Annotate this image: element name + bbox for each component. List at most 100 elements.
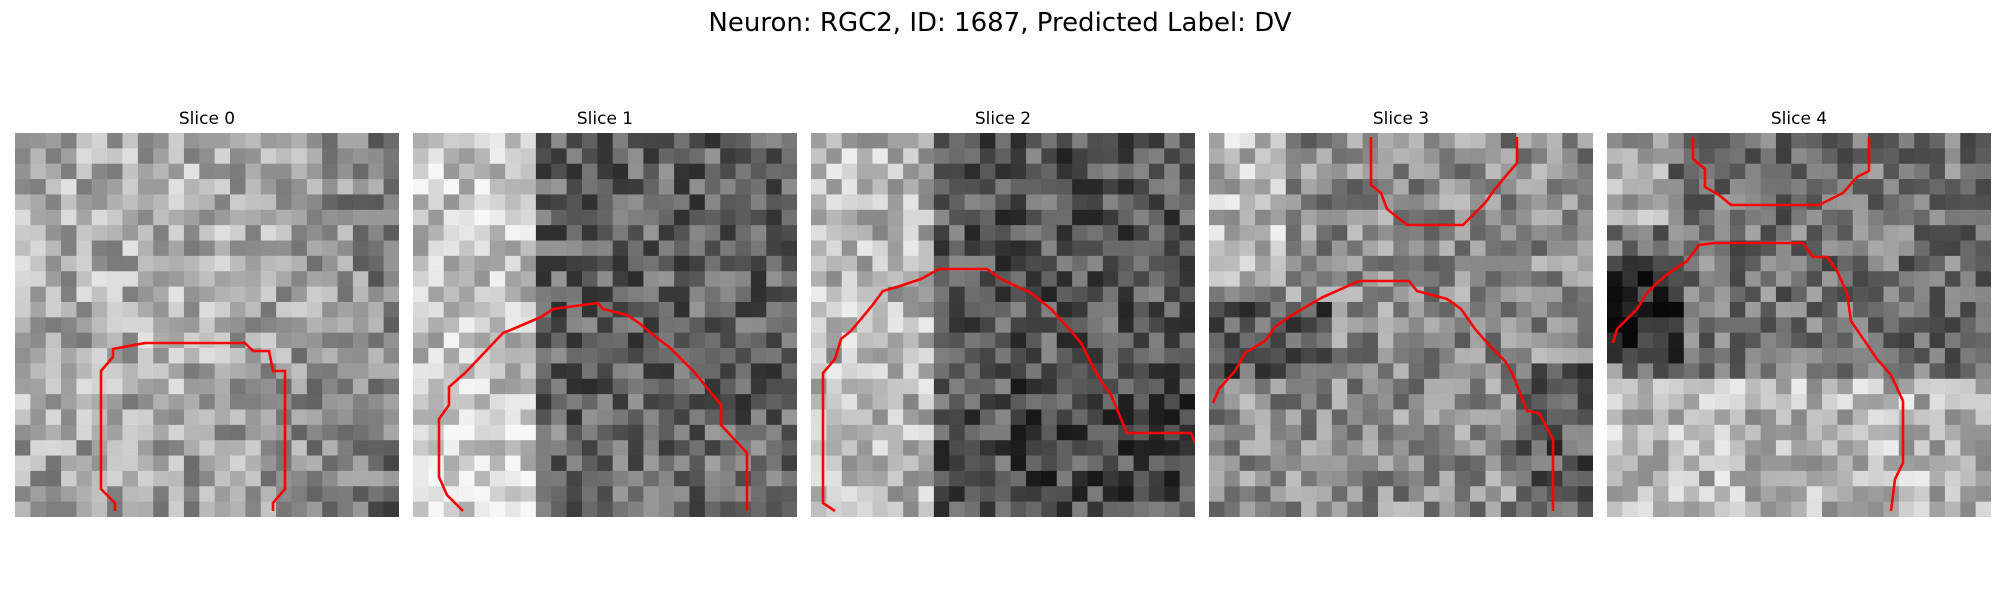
image-pixel — [1209, 348, 1225, 364]
image-pixel — [1439, 470, 1456, 487]
image-pixel — [137, 317, 154, 334]
image-pixel — [1516, 286, 1533, 303]
image-pixel — [107, 470, 124, 487]
image-pixel — [45, 301, 62, 318]
image-pixel — [413, 255, 429, 272]
image-pixel — [45, 286, 62, 303]
image-pixel — [581, 378, 598, 395]
image-pixel — [1209, 148, 1225, 165]
image-pixel — [1668, 255, 1685, 272]
image-pixel — [1255, 348, 1272, 364]
image-pixel — [383, 440, 399, 457]
image-pixel — [76, 348, 93, 364]
image-pixel — [15, 133, 31, 149]
image-pixel — [857, 424, 874, 441]
image-pixel — [857, 271, 874, 288]
image-pixel — [1944, 363, 1961, 380]
image-pixel — [1087, 240, 1104, 257]
image-pixel — [443, 470, 460, 487]
image-pixel — [1883, 363, 1900, 380]
image-pixel — [1745, 440, 1762, 457]
image-pixel — [551, 363, 568, 380]
image-pixel — [628, 163, 644, 180]
image-pixel — [1745, 470, 1762, 487]
image-pixel — [964, 133, 981, 149]
image-pixel — [474, 163, 491, 180]
image-pixel — [643, 225, 660, 242]
image-pixel — [489, 255, 506, 272]
image-pixel — [1868, 363, 1885, 380]
image-pixel — [933, 501, 950, 517]
image-pixel — [474, 470, 491, 487]
image-pixel — [750, 409, 767, 426]
image-pixel — [1393, 133, 1410, 149]
slice-panel-4: Slice 4 — [1607, 105, 1991, 517]
image-pixel — [949, 501, 966, 517]
image-pixel — [628, 394, 644, 411]
image-pixel — [306, 240, 323, 257]
image-pixel — [918, 194, 935, 211]
image-pixel — [183, 179, 200, 196]
image-pixel — [1056, 486, 1073, 503]
image-pixel — [1944, 394, 1961, 411]
image-pixel — [811, 440, 827, 457]
image-pixel — [1179, 394, 1195, 411]
image-pixel — [658, 424, 675, 441]
image-pixel — [1041, 209, 1058, 226]
image-pixel — [903, 363, 920, 380]
image-pixel — [841, 179, 858, 196]
image-pixel — [704, 424, 721, 441]
image-pixel — [1041, 225, 1058, 242]
image-pixel — [322, 486, 339, 503]
image-pixel — [1041, 240, 1058, 257]
image-pixel — [1485, 424, 1502, 441]
image-pixel — [1791, 194, 1808, 211]
image-pixel — [979, 501, 996, 517]
image-pixel — [1745, 209, 1762, 226]
image-pixel — [1255, 455, 1272, 472]
image-pixel — [76, 163, 93, 180]
image-pixel — [674, 209, 691, 226]
image-pixel — [443, 148, 460, 165]
image-pixel — [826, 255, 843, 272]
image-pixel — [107, 133, 124, 149]
image-pixel — [597, 394, 614, 411]
image-pixel — [612, 501, 629, 517]
image-pixel — [107, 440, 124, 457]
image-pixel — [995, 317, 1012, 334]
image-pixel — [1729, 133, 1746, 149]
image-pixel — [750, 424, 767, 441]
image-pixel — [811, 332, 827, 349]
image-pixel — [750, 286, 767, 303]
image-pixel — [918, 394, 935, 411]
image-pixel — [1148, 486, 1165, 503]
image-pixel — [1408, 163, 1425, 180]
image-pixel — [1270, 240, 1287, 257]
image-pixel — [949, 378, 966, 395]
image-pixel — [291, 424, 308, 441]
image-pixel — [689, 501, 706, 517]
image-pixel — [1822, 301, 1838, 318]
image-pixel — [1714, 225, 1731, 242]
image-pixel — [30, 424, 47, 441]
image-pixel — [903, 209, 920, 226]
image-pixel — [1822, 363, 1838, 380]
image-pixel — [1914, 424, 1931, 441]
image-pixel — [1255, 440, 1272, 457]
image-pixel — [1546, 486, 1563, 503]
image-pixel — [1102, 455, 1119, 472]
image-pixel — [352, 240, 369, 257]
image-pixel — [1775, 317, 1792, 334]
image-pixel — [1377, 255, 1394, 272]
image-pixel — [1883, 255, 1900, 272]
image-pixel — [1056, 133, 1073, 149]
image-pixel — [1056, 363, 1073, 380]
image-pixel — [474, 455, 491, 472]
image-pixel — [1531, 271, 1548, 288]
image-pixel — [276, 486, 293, 503]
image-pixel — [1316, 240, 1333, 257]
image-pixel — [1087, 455, 1104, 472]
image-pixel — [1531, 194, 1548, 211]
image-pixel — [1546, 332, 1563, 349]
image-pixel — [903, 378, 920, 395]
